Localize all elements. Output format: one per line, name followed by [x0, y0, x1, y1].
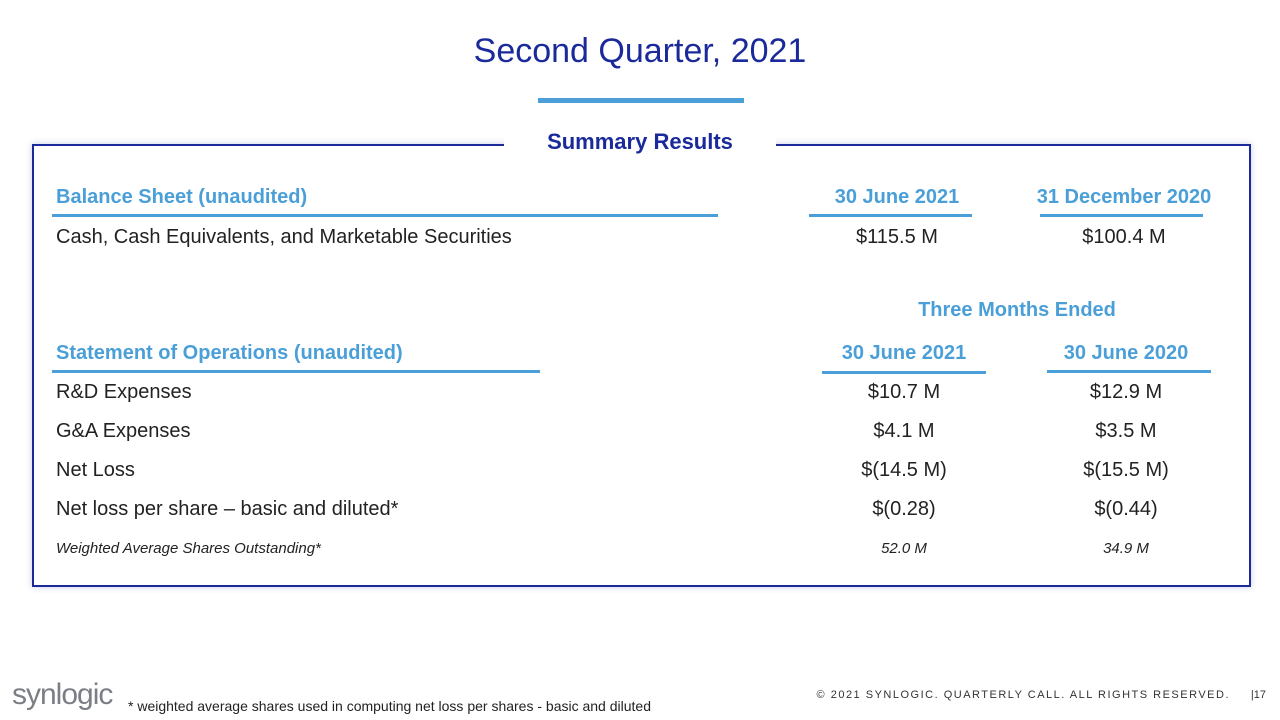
column-header: 30 June 2020: [1063, 342, 1189, 364]
column-header: 31 December 2020: [1036, 186, 1212, 208]
header-underline: [1040, 214, 1203, 217]
slide-title: Second Quarter, 2021: [473, 32, 807, 70]
title-underline: [538, 98, 744, 103]
table-header: Balance Sheet (unaudited): [56, 186, 308, 208]
cell: $4.1 M: [873, 420, 935, 442]
header-underline: [822, 371, 986, 374]
cell: $(0.44): [1094, 498, 1158, 520]
cell: 52.0 M: [881, 540, 927, 557]
cell: $(0.28): [872, 498, 936, 520]
row-label: G&A Expenses: [56, 420, 191, 442]
copyright: © 2021 SYNLOGIC. QUARTERLY CALL. ALL RIG…: [816, 689, 1230, 701]
border-gap: [504, 138, 776, 152]
row-label: Net Loss: [56, 459, 135, 481]
header-underline: [1047, 370, 1211, 373]
group-header: Three Months Ended: [918, 299, 1116, 321]
row-label: Net loss per share – basic and diluted*: [56, 498, 399, 520]
cell: $(15.5 M): [1083, 459, 1169, 481]
column-header: 30 June 2021: [841, 342, 967, 364]
cell: 34.9 M: [1103, 540, 1149, 557]
cell: $100.4 M: [1082, 226, 1166, 248]
row-label: R&D Expenses: [56, 381, 192, 403]
cell: $3.5 M: [1095, 420, 1157, 442]
row-label: Weighted Average Shares Outstanding*: [56, 540, 321, 557]
cell: $12.9 M: [1089, 381, 1163, 403]
row-label: Cash, Cash Equivalents, and Marketable S…: [56, 226, 512, 248]
cell: $(14.5 M): [861, 459, 947, 481]
header-underline: [809, 214, 972, 217]
column-header: 30 June 2021: [834, 186, 960, 208]
cell: $10.7 M: [867, 381, 941, 403]
page-number: |17: [1250, 689, 1266, 701]
header-underline: [52, 214, 718, 217]
footnote: * weighted average shares used in comput…: [128, 698, 651, 714]
cell: $115.5 M: [856, 226, 938, 248]
logo: synlogic: [12, 678, 113, 711]
section-title: Summary Results: [547, 129, 733, 154]
table-header: Statement of Operations (unaudited): [56, 342, 403, 364]
header-underline: [52, 370, 540, 373]
